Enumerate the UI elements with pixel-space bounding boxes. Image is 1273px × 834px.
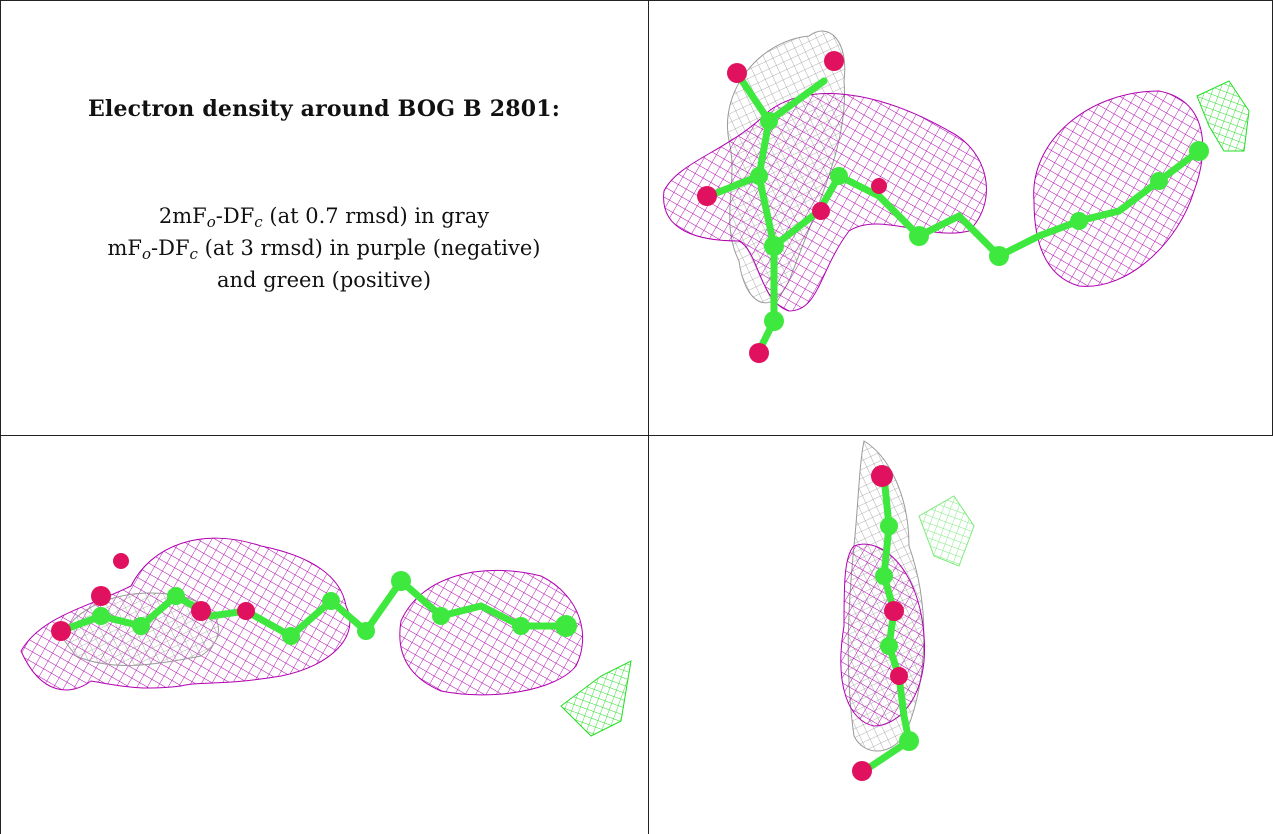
density-image-3 [840, 440, 975, 781]
caption-line-purple: mFo-DFc (at 3 rmsd) in purple (negative) [107, 236, 541, 263]
caption-line-green: and green (positive) [216, 268, 432, 292]
caption-cell: Electron density around BOG B 2801: 2mFo… [0, 0, 648, 435]
caption-heading: Electron density around BOG B 2801: [87, 96, 561, 122]
density-image-2 [20, 537, 632, 737]
view-bottom-right [649, 436, 1272, 834]
caption-description: 2mFo-DFc (at 0.7 rmsd) in gray mFo-DFc (… [0, 200, 648, 296]
caption-line-gray: 2mFo-DFc (at 0.7 rmsd) in gray [158, 204, 490, 231]
view-top-right [649, 1, 1272, 435]
view-bottom-left [1, 436, 648, 834]
table-border-left [0, 0, 1, 834]
density-image-1 [663, 30, 1250, 363]
table-border-middle [648, 0, 649, 834]
table-border-top [0, 0, 1273, 1]
table-border-row-divider [0, 435, 1273, 436]
